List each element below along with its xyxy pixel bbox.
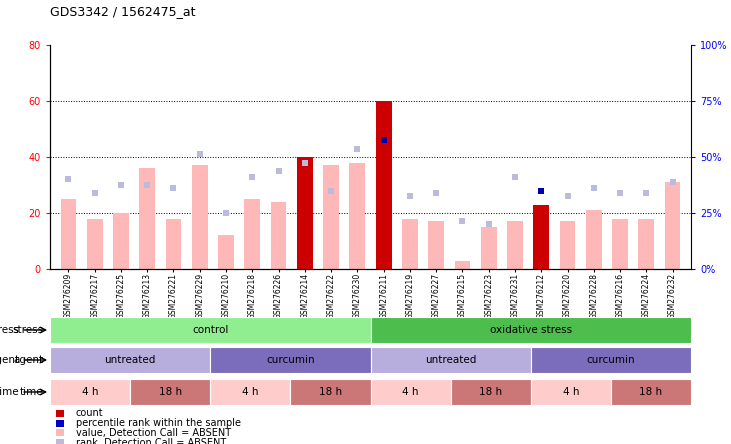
Text: agent: agent xyxy=(0,355,19,365)
Text: stress: stress xyxy=(12,325,44,335)
FancyBboxPatch shape xyxy=(50,317,371,343)
Bar xyxy=(507,222,523,269)
Bar xyxy=(664,182,681,269)
FancyBboxPatch shape xyxy=(450,379,531,405)
Text: agent: agent xyxy=(13,355,44,365)
FancyBboxPatch shape xyxy=(290,379,371,405)
Point xyxy=(614,190,626,197)
Bar xyxy=(113,213,129,269)
Text: 4 h: 4 h xyxy=(242,387,259,397)
Text: stress: stress xyxy=(0,325,19,335)
Point xyxy=(325,187,337,194)
Bar xyxy=(140,168,155,269)
Bar xyxy=(376,101,392,269)
FancyBboxPatch shape xyxy=(211,379,290,405)
Text: time: time xyxy=(0,387,19,397)
Text: 4 h: 4 h xyxy=(82,387,98,397)
Point xyxy=(588,184,599,191)
Bar xyxy=(560,222,575,269)
FancyBboxPatch shape xyxy=(611,379,691,405)
Point xyxy=(352,145,363,152)
Point xyxy=(378,137,390,144)
Point xyxy=(194,151,205,158)
Bar xyxy=(244,199,260,269)
Point xyxy=(378,137,390,144)
Bar xyxy=(638,218,654,269)
Bar xyxy=(56,429,64,436)
Bar xyxy=(612,218,628,269)
Point xyxy=(63,176,75,183)
FancyBboxPatch shape xyxy=(371,379,450,405)
Point xyxy=(535,187,547,194)
Text: GDS3342 / 1562475_at: GDS3342 / 1562475_at xyxy=(50,5,195,18)
Point xyxy=(535,187,547,194)
Point xyxy=(640,190,652,197)
Text: value, Detection Call = ABSENT: value, Detection Call = ABSENT xyxy=(75,428,231,438)
Bar xyxy=(270,202,287,269)
Bar xyxy=(87,218,102,269)
Bar xyxy=(481,227,496,269)
Text: rank, Detection Call = ABSENT: rank, Detection Call = ABSENT xyxy=(75,438,226,444)
Bar xyxy=(376,213,392,269)
FancyBboxPatch shape xyxy=(50,347,211,373)
Point xyxy=(246,173,258,180)
Text: untreated: untreated xyxy=(425,355,477,365)
Point xyxy=(667,178,678,186)
Text: percentile rank within the sample: percentile rank within the sample xyxy=(75,418,240,428)
FancyBboxPatch shape xyxy=(371,347,531,373)
Bar xyxy=(402,218,418,269)
Point xyxy=(115,182,126,189)
FancyBboxPatch shape xyxy=(211,347,371,373)
Text: untreated: untreated xyxy=(105,355,156,365)
Point xyxy=(404,193,416,200)
Text: oxidative stress: oxidative stress xyxy=(490,325,572,335)
Bar xyxy=(455,261,470,269)
Bar xyxy=(56,410,64,417)
Text: 4 h: 4 h xyxy=(402,387,419,397)
Bar xyxy=(56,420,64,427)
Point xyxy=(141,182,153,189)
Text: count: count xyxy=(75,408,103,418)
Bar xyxy=(586,210,602,269)
Point xyxy=(457,218,469,225)
Bar xyxy=(428,222,444,269)
FancyBboxPatch shape xyxy=(371,317,691,343)
Point xyxy=(509,173,520,180)
Point xyxy=(88,190,100,197)
Text: control: control xyxy=(192,325,228,335)
Bar xyxy=(349,163,366,269)
Text: 18 h: 18 h xyxy=(319,387,342,397)
Bar xyxy=(218,235,234,269)
Bar xyxy=(61,199,76,269)
Bar xyxy=(323,166,339,269)
Point xyxy=(483,221,495,228)
FancyBboxPatch shape xyxy=(50,379,130,405)
FancyBboxPatch shape xyxy=(130,379,211,405)
Point xyxy=(220,210,232,217)
Bar xyxy=(166,218,181,269)
Text: 4 h: 4 h xyxy=(563,387,579,397)
Bar xyxy=(534,205,549,269)
Bar xyxy=(56,439,64,444)
Text: curcumin: curcumin xyxy=(586,355,635,365)
Text: 18 h: 18 h xyxy=(479,387,502,397)
Bar xyxy=(297,157,313,269)
Point xyxy=(561,193,573,200)
Point xyxy=(273,167,284,174)
Point xyxy=(431,190,442,197)
Text: curcumin: curcumin xyxy=(266,355,314,365)
FancyBboxPatch shape xyxy=(531,379,611,405)
Point xyxy=(299,159,311,166)
Text: time: time xyxy=(20,387,44,397)
Text: 18 h: 18 h xyxy=(159,387,182,397)
Bar xyxy=(297,157,313,269)
Point xyxy=(167,184,179,191)
Bar xyxy=(192,166,208,269)
Text: 18 h: 18 h xyxy=(640,387,662,397)
FancyBboxPatch shape xyxy=(531,347,691,373)
Bar xyxy=(534,205,549,269)
